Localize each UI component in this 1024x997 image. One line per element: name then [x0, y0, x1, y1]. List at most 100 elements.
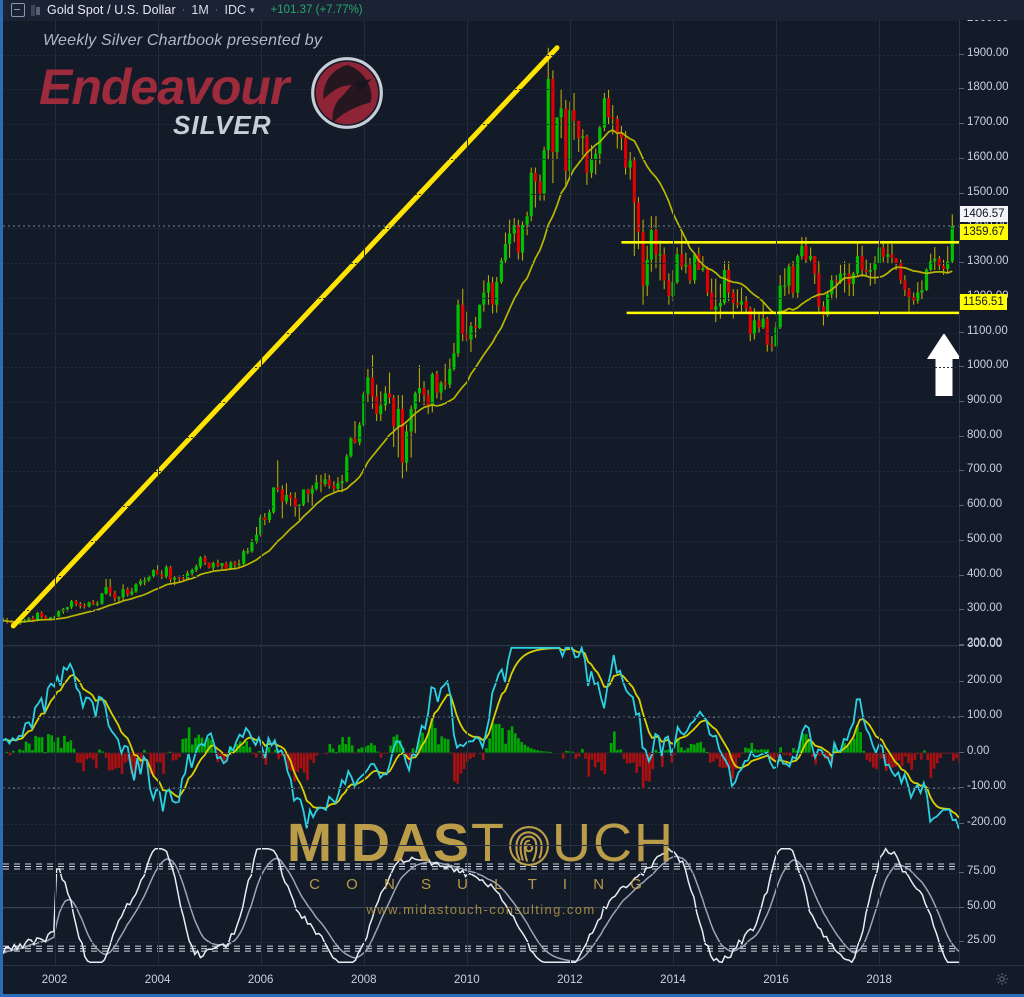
- candle-body: [787, 266, 791, 286]
- candle-body: [435, 374, 439, 393]
- candle-body: [10, 622, 14, 624]
- data-source-label[interactable]: IDC: [224, 3, 246, 17]
- candle-body: [409, 408, 413, 432]
- macd-histogram-bar: [577, 752, 581, 757]
- candle-body: [503, 243, 508, 261]
- candle-body: [224, 563, 228, 570]
- macd-histogram-bar: [21, 750, 25, 753]
- macd-histogram-bar: [114, 752, 117, 769]
- price-pane[interactable]: [3, 20, 961, 646]
- macd-histogram-bar: [398, 740, 402, 753]
- macd-histogram-bar: [50, 735, 53, 753]
- time-axis-divider: [3, 965, 1024, 966]
- candle-body: [710, 292, 714, 310]
- macd-histogram-bar: [98, 749, 101, 753]
- macd-histogram-bar: [18, 749, 21, 753]
- tick-mark: [959, 400, 964, 402]
- macd-histogram-bar: [267, 747, 271, 753]
- symbol-title[interactable]: Gold Spot / U.S. Dollar: [47, 3, 176, 17]
- candle-body: [181, 578, 185, 580]
- candle-body: [74, 601, 78, 605]
- candle-body: [473, 326, 478, 328]
- candle-body: [581, 136, 585, 139]
- minus-box-icon[interactable]: [11, 3, 25, 17]
- macd-histogram-bar: [638, 752, 642, 767]
- moving-average-line: [3, 129, 953, 623]
- gridline-v: [672, 20, 674, 645]
- gridline-v: [54, 646, 56, 845]
- price-axis[interactable]: 2000.001900.001800.001700.001600.001500.…: [959, 0, 1024, 965]
- candle-body: [443, 382, 447, 385]
- candle-body: [851, 273, 855, 284]
- candle-body: [452, 353, 456, 369]
- up-arrow-icon[interactable]: [927, 333, 961, 396]
- macd-histogram-bar: [776, 752, 779, 758]
- candle-body: [941, 265, 946, 269]
- tick-label: 1700.00: [967, 116, 1009, 129]
- macd-histogram-bar: [424, 740, 428, 753]
- tick-mark: [959, 822, 964, 824]
- resistance-price-label: 1359.67: [960, 224, 1008, 240]
- candle-body: [345, 456, 349, 482]
- gridline-v: [672, 846, 674, 965]
- candle-body: [207, 562, 211, 568]
- macd-histogram-bar: [453, 752, 456, 782]
- candle-body: [117, 597, 121, 599]
- macd-histogram-bar: [469, 752, 472, 759]
- candle-body: [417, 388, 422, 394]
- macd-histogram-bar: [238, 741, 242, 753]
- chevron-down-icon[interactable]: ▾: [250, 4, 255, 15]
- macd-histogram-bar: [88, 752, 92, 759]
- gridline-h: [3, 263, 959, 265]
- macd-histogram-bar: [657, 751, 661, 753]
- macd-histogram-bar: [651, 752, 655, 770]
- macd-histogram-bar: [245, 741, 249, 753]
- macd-histogram-bar: [299, 752, 303, 769]
- candle-body: [538, 181, 542, 194]
- macd-histogram-bar: [622, 752, 626, 759]
- candle-body: [301, 489, 306, 505]
- gridline-h: [3, 907, 959, 909]
- macd-histogram-bar: [667, 749, 671, 753]
- macd-pane[interactable]: [3, 644, 962, 845]
- candle-body: [748, 308, 752, 335]
- candle-body: [564, 108, 568, 172]
- macd-histogram-bar: [872, 752, 875, 768]
- gridline-h: [3, 367, 959, 369]
- macd-histogram-bar: [517, 738, 520, 753]
- macd-histogram-bar: [331, 748, 335, 753]
- candle-body: [82, 605, 87, 607]
- macd-histogram-bar: [680, 747, 683, 753]
- stochastic-pane[interactable]: [3, 846, 960, 965]
- candle-body: [91, 602, 95, 605]
- candle-body: [332, 485, 336, 489]
- macd-histogram-bar: [411, 748, 415, 753]
- gridline-v: [466, 646, 468, 845]
- stochastic-d-line: [3, 855, 960, 962]
- gridline-v: [466, 846, 468, 965]
- macd-histogram-bar: [158, 752, 162, 763]
- candle-body: [817, 273, 821, 307]
- macd-histogram-bar: [891, 752, 894, 768]
- time-axis[interactable]: 2002 2004 2006 2008 2010 2012 2014 2016 2018: [3, 965, 1024, 994]
- year-tick-2016: 2016: [763, 974, 789, 986]
- macd-histogram-bar: [811, 752, 814, 757]
- uptrend-line[interactable]: [10, 45, 560, 629]
- candle-body: [783, 285, 787, 287]
- tick-mark: [959, 751, 964, 753]
- macd-histogram-bar: [229, 746, 233, 753]
- gridline-h: [3, 228, 959, 230]
- macd-histogram-bar: [648, 752, 651, 782]
- tick-mark: [959, 123, 964, 125]
- macd-histogram-bar: [446, 739, 450, 753]
- candle-body: [404, 431, 409, 463]
- gear-icon[interactable]: [995, 972, 1009, 986]
- macd-histogram-bar: [913, 752, 917, 760]
- year-tick-2018: 2018: [866, 974, 892, 986]
- candle-body: [873, 263, 877, 270]
- candle-body: [598, 127, 602, 154]
- candle-body: [314, 482, 318, 489]
- timeframe-label[interactable]: 1M: [191, 3, 209, 17]
- candle-body: [632, 160, 636, 203]
- tick-label: 100.00: [967, 709, 1003, 722]
